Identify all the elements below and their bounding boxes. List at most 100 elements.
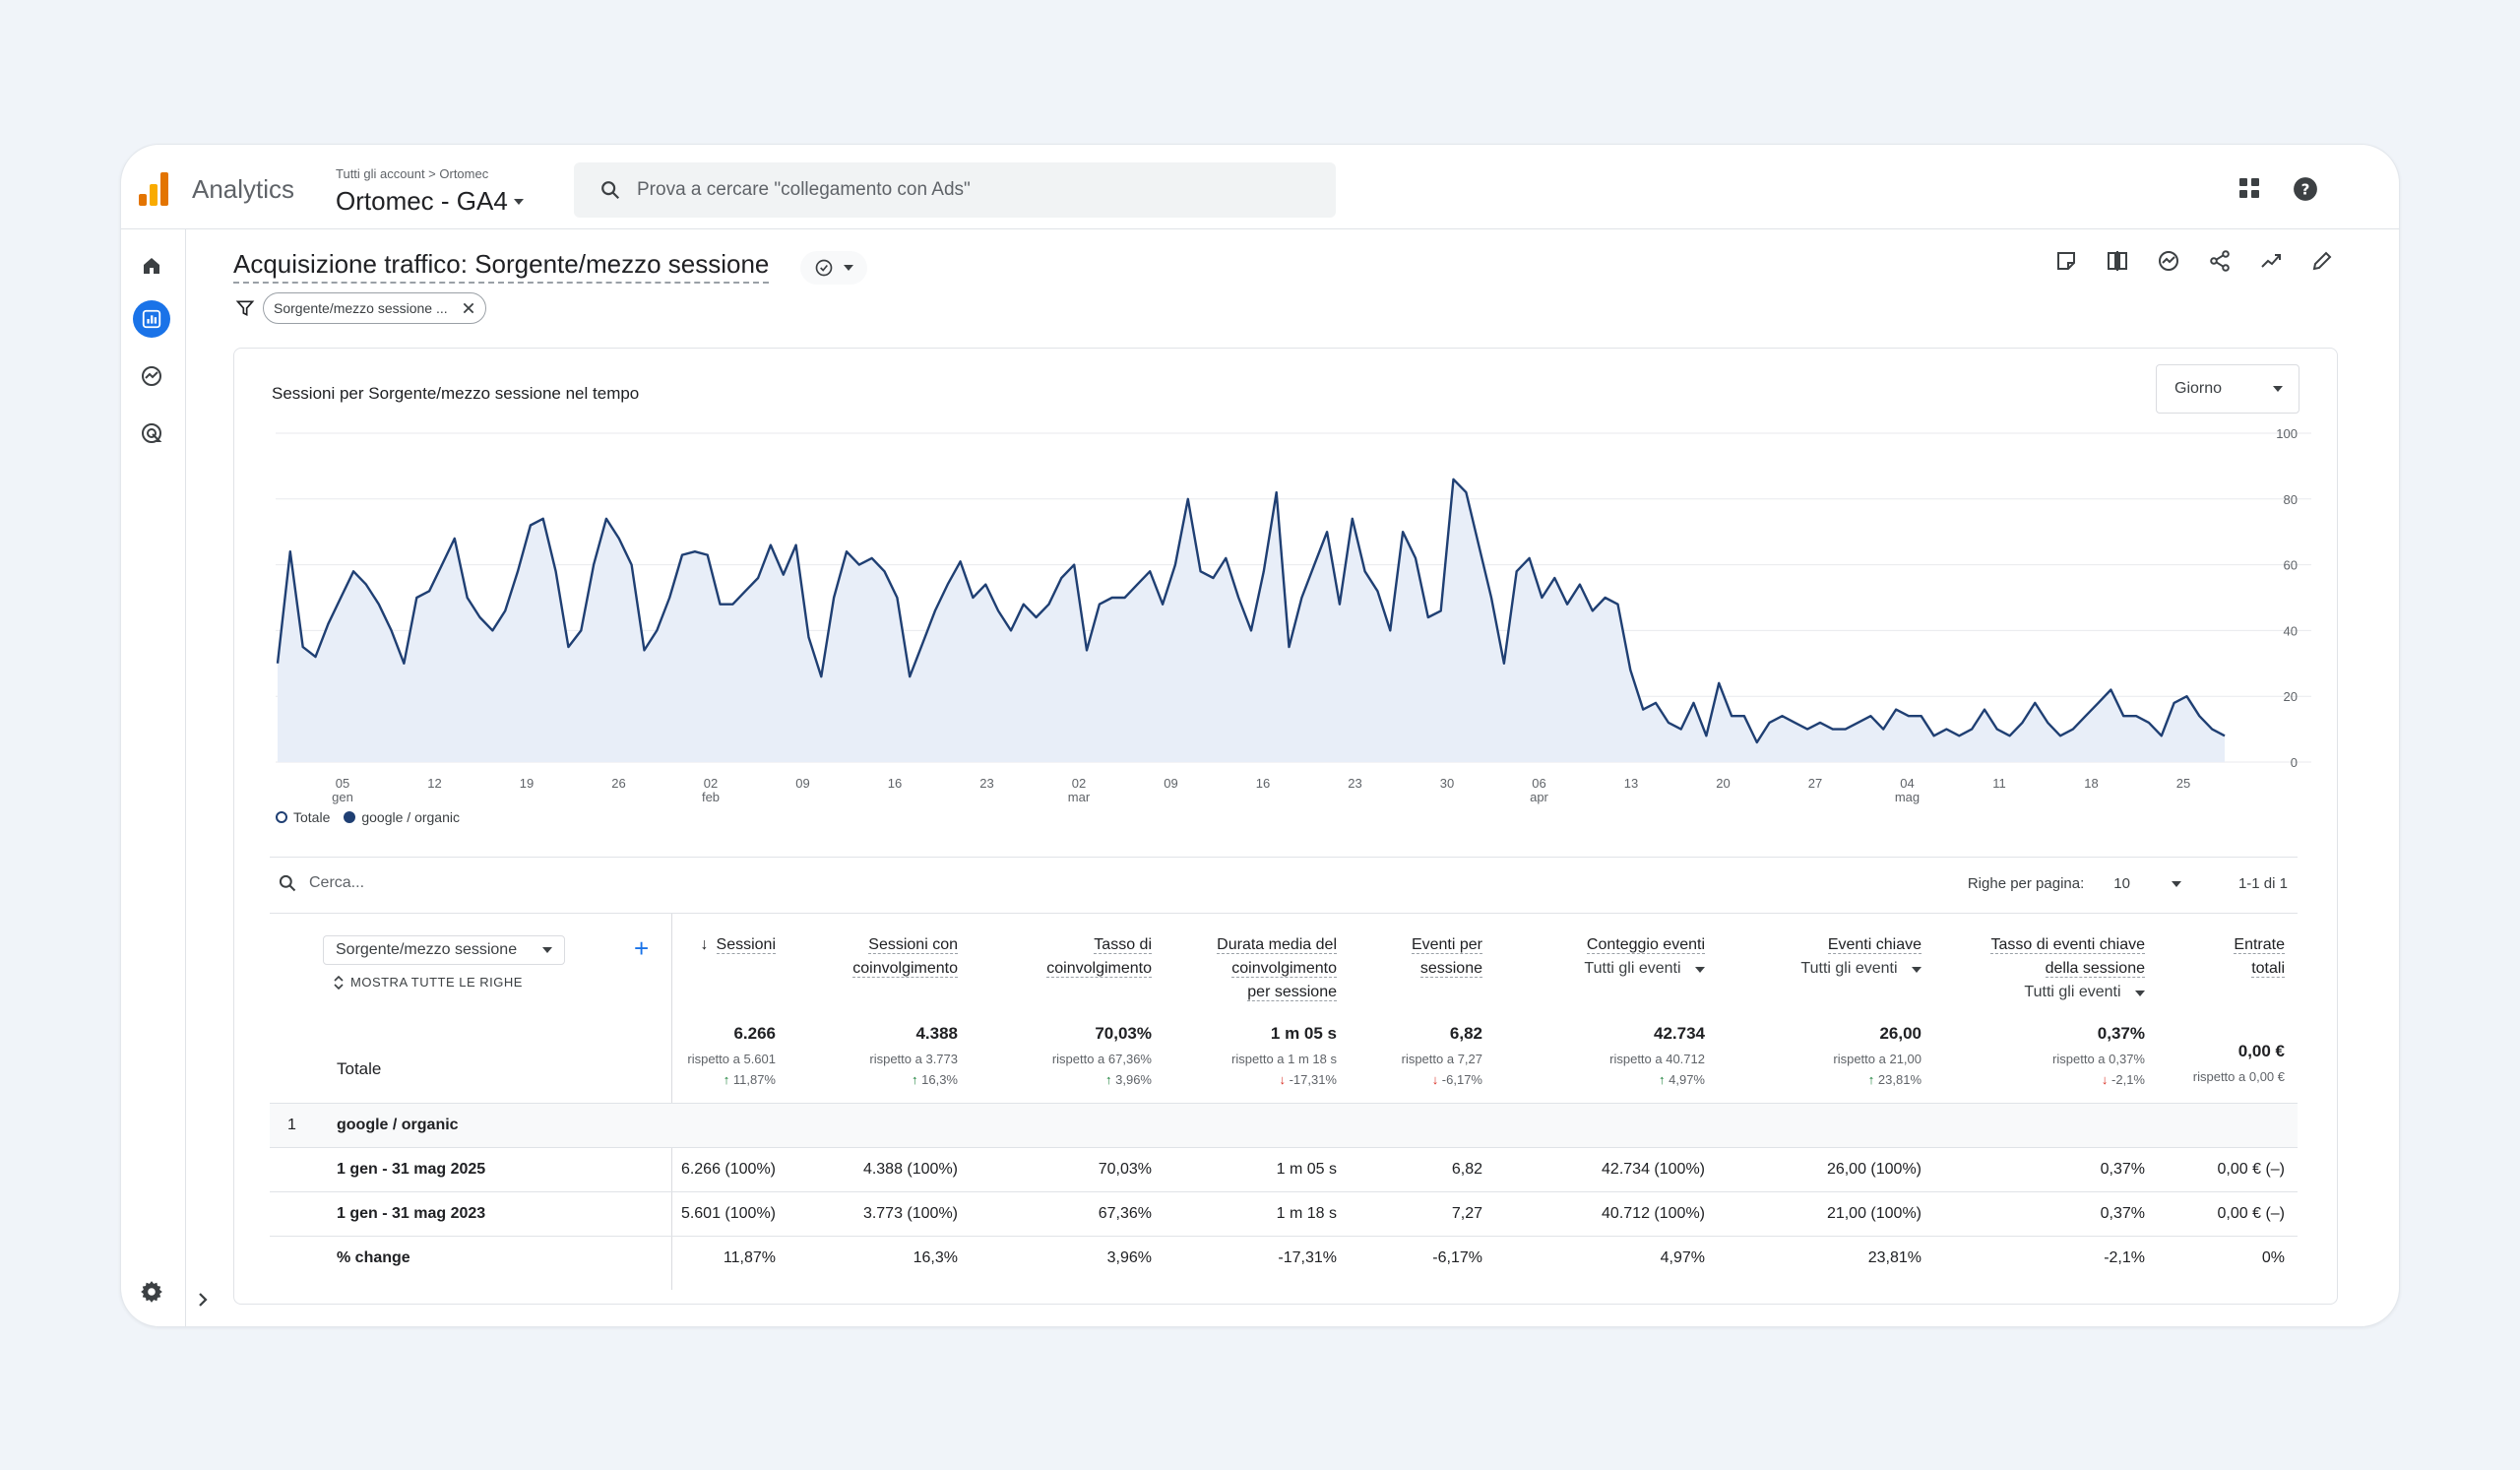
- caret-down-icon[interactable]: [1912, 967, 1922, 973]
- reports-icon[interactable]: [133, 300, 170, 338]
- table-row[interactable]: % change 11,87% 16,3% 3,96% -17,31% -6,17% 4,9…: [270, 1236, 2298, 1280]
- total-delta-text: ↑ 4,97%: [1659, 1072, 1705, 1087]
- y-tick-label: 80: [2284, 492, 2298, 507]
- group-row[interactable]: 1 google / organic: [270, 1103, 2298, 1147]
- settings-gear-icon[interactable]: [133, 1273, 170, 1310]
- total-compare: rispetto a 0,37%: [2052, 1052, 2145, 1066]
- table-row[interactable]: 1 gen - 31 mag 2025 6.266 (100%) 4.388 (10…: [270, 1147, 2298, 1191]
- caret-down-icon[interactable]: [2171, 880, 2181, 887]
- show-all-rows-button[interactable]: MOSTRA TUTTE LE RIGHE: [333, 975, 523, 990]
- add-dimension-button[interactable]: +: [634, 933, 650, 963]
- insights-icon[interactable]: [2155, 247, 2182, 275]
- x-tick-month-label: apr: [1530, 790, 1548, 804]
- column-header-3[interactable]: Durata media del coinvolgimento per sessio…: [1217, 933, 1337, 1004]
- table-search-placeholder: Cerca...: [309, 874, 365, 891]
- column-header-text: coinvolgimento: [1231, 960, 1337, 978]
- total-cell-2: 70,03% rispetto a 67,36% ↑ 3,96%: [1052, 1024, 1152, 1087]
- share-icon[interactable]: [2206, 247, 2234, 275]
- advertising-icon[interactable]: [133, 415, 170, 452]
- chart-legend: Totale google / organic: [276, 809, 460, 825]
- column-header-7[interactable]: Tasso di eventi chiave della sessione Tutt…: [1990, 933, 2145, 1004]
- caret-down-icon[interactable]: [1695, 967, 1705, 973]
- property-selector[interactable]: Ortomec - GA4: [336, 186, 524, 217]
- event-filter[interactable]: Tutti gli eventi: [2024, 984, 2121, 1000]
- column-header-0[interactable]: ↓ Sessioni: [701, 933, 776, 957]
- table-cell: 6,82: [1451, 1161, 1482, 1178]
- edit-pencil-icon[interactable]: [2308, 247, 2336, 275]
- pagination-controls: Righe per pagina: 10 1-1 di 1: [1968, 875, 2288, 892]
- expand-chevron-icon[interactable]: [194, 1291, 212, 1309]
- column-header-6[interactable]: Eventi chiave Tutti gli eventi: [1800, 933, 1922, 981]
- table-cell: 4,97%: [1660, 1249, 1705, 1266]
- column-header-1[interactable]: Sessioni con coinvolgimento: [852, 933, 958, 981]
- x-tick-label: 27: [1808, 776, 1822, 791]
- total-cell-5: 42.734 rispetto a 40.712 ↑ 4,97%: [1609, 1024, 1705, 1087]
- table-cell: -2,1%: [2104, 1249, 2145, 1266]
- help-icon[interactable]: ?: [2293, 176, 2318, 202]
- caret-down-icon[interactable]: [2135, 991, 2145, 996]
- insights-note-icon[interactable]: [2052, 247, 2080, 275]
- x-tick-label: 20: [1716, 776, 1730, 791]
- series-line-organic[interactable]: [276, 478, 2226, 744]
- total-value: 70,03%: [1095, 1024, 1152, 1043]
- rows-per-page-select[interactable]: 10: [2113, 875, 2130, 892]
- total-compare: rispetto a 7,27: [1401, 1052, 1482, 1066]
- column-header-text: totali: [2251, 960, 2285, 978]
- table-cell: 1 m 18 s: [1276, 1205, 1337, 1222]
- filter-chip[interactable]: Sorgente/mezzo sessione ...: [263, 292, 486, 324]
- column-header-text: Tasso di: [1094, 936, 1152, 954]
- table-cell: 1 m 05 s: [1276, 1161, 1337, 1178]
- x-tick-label: 23: [1348, 776, 1361, 791]
- total-cell-3: 1 m 05 s rispetto a 1 m 18 s ↓ -17,31%: [1231, 1024, 1337, 1087]
- report-card: Sessioni per Sorgente/mezzo sessione nel…: [233, 348, 2338, 1305]
- legend-item-total[interactable]: Totale: [276, 809, 330, 825]
- pagination-range: 1-1 di 1: [2237, 875, 2288, 892]
- total-value: 6.266: [733, 1024, 776, 1043]
- total-compare: rispetto a 67,36%: [1051, 1052, 1152, 1066]
- table-search[interactable]: Cerca...: [278, 873, 364, 893]
- column-header-8[interactable]: Entrate totali: [2234, 933, 2285, 981]
- legend-label-total: Totale: [293, 809, 331, 825]
- table-cell: 0,00 € (–): [2217, 1161, 2285, 1178]
- x-tick-label: 12: [427, 776, 441, 791]
- total-value: 0,00 €: [2237, 1042, 2285, 1060]
- account-breadcrumb[interactable]: Tutti gli account > Ortomec: [336, 166, 489, 181]
- x-tick-month-label: mag: [1895, 790, 1920, 804]
- search-bar[interactable]: Prova a cercare "collegamento con Ads": [574, 162, 1336, 218]
- total-compare: rispetto a 3.773: [869, 1052, 958, 1066]
- explore-icon[interactable]: [133, 357, 170, 395]
- table-cell: 23,81%: [1867, 1249, 1922, 1266]
- series-area-organic: [278, 479, 2225, 762]
- home-icon[interactable]: [133, 247, 170, 285]
- column-header-5[interactable]: Conteggio eventi Tutti gli eventi: [1584, 933, 1705, 981]
- total-cell-0: 6.266 rispetto a 5.601 ↑ 11,87%: [687, 1024, 776, 1087]
- dimension-select[interactable]: Sorgente/mezzo sessione: [323, 935, 565, 965]
- total-compare: rispetto a 1 m 18 s: [1231, 1052, 1337, 1066]
- event-filter[interactable]: Tutti gli eventi: [1800, 960, 1898, 977]
- app-name: Analytics: [192, 174, 295, 204]
- legend-dot-total: [276, 811, 287, 823]
- column-header-2[interactable]: Tasso di coinvolgimento: [1046, 933, 1152, 981]
- analytics-logo-icon[interactable]: [137, 172, 170, 206]
- top-bar: Analytics Tutti gli account > Ortomec Or…: [121, 145, 2399, 229]
- column-header-text: della sessione: [2045, 960, 2145, 978]
- total-delta-text: ↑ 23,81%: [1867, 1072, 1922, 1087]
- table-row[interactable]: 1 gen - 31 mag 2023 5.601 (100%) 3.773 (10…: [270, 1191, 2298, 1236]
- apps-grid-icon[interactable]: [2237, 176, 2261, 200]
- event-filter[interactable]: Tutti gli eventi: [1584, 960, 1681, 977]
- column-header-text: per sessione: [1247, 984, 1337, 1001]
- granularity-select[interactable]: Giorno: [2156, 364, 2300, 414]
- column-header-4[interactable]: Eventi per sessione: [1411, 933, 1482, 981]
- rows-per-page-label: Righe per pagina:: [1967, 875, 2085, 892]
- filter-row: Sorgente/mezzo sessione ...: [235, 292, 486, 324]
- dimension-label: Sorgente/mezzo sessione: [336, 941, 518, 958]
- trend-icon[interactable]: [2257, 247, 2285, 275]
- filter-icon[interactable]: [235, 298, 255, 318]
- caret-down-icon: [513, 198, 524, 205]
- report-status-badge[interactable]: [800, 251, 867, 285]
- close-icon[interactable]: [462, 301, 475, 315]
- legend-item-organic[interactable]: google / organic: [344, 809, 460, 825]
- sort-arrow-down-icon[interactable]: ↓: [700, 936, 709, 953]
- table-cell: 3,96%: [1106, 1249, 1152, 1266]
- compare-icon[interactable]: [2104, 247, 2131, 275]
